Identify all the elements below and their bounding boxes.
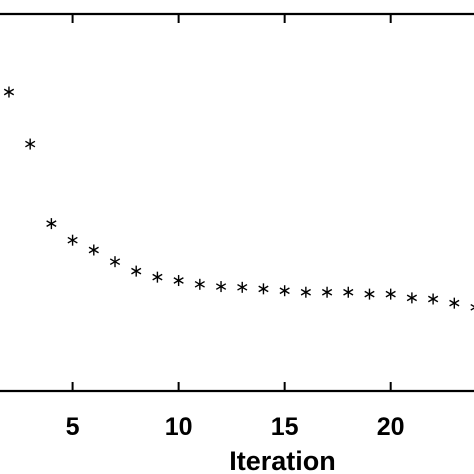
x-tick-label: 5 [66,413,80,441]
data-point [25,138,36,150]
data-point [449,297,460,309]
data-point [364,288,375,300]
data-point [88,244,99,256]
data-point [3,86,15,98]
data-point [300,286,311,298]
x-tick-label: 20 [377,413,405,441]
data-point [67,234,78,246]
data-point [470,303,474,311]
data-point [258,283,269,295]
data-point [109,256,121,268]
data-point [173,275,184,287]
data-point [427,293,439,305]
x-axis-title: Iteration [229,446,336,474]
data-point [46,218,57,230]
data-point [406,292,418,304]
data-point [343,286,354,298]
data-point [152,271,163,283]
data-point [215,281,227,293]
data-points [3,86,474,311]
data-point [321,286,333,298]
data-point [279,285,290,297]
x-tick-label: 10 [165,413,193,441]
x-tick-labels: 510152025 [66,413,405,441]
data-point [237,281,248,293]
data-point [194,278,205,290]
data-point [131,265,142,277]
x-ticks [71,14,392,391]
data-point [385,288,396,300]
x-tick-label: 15 [271,413,299,441]
